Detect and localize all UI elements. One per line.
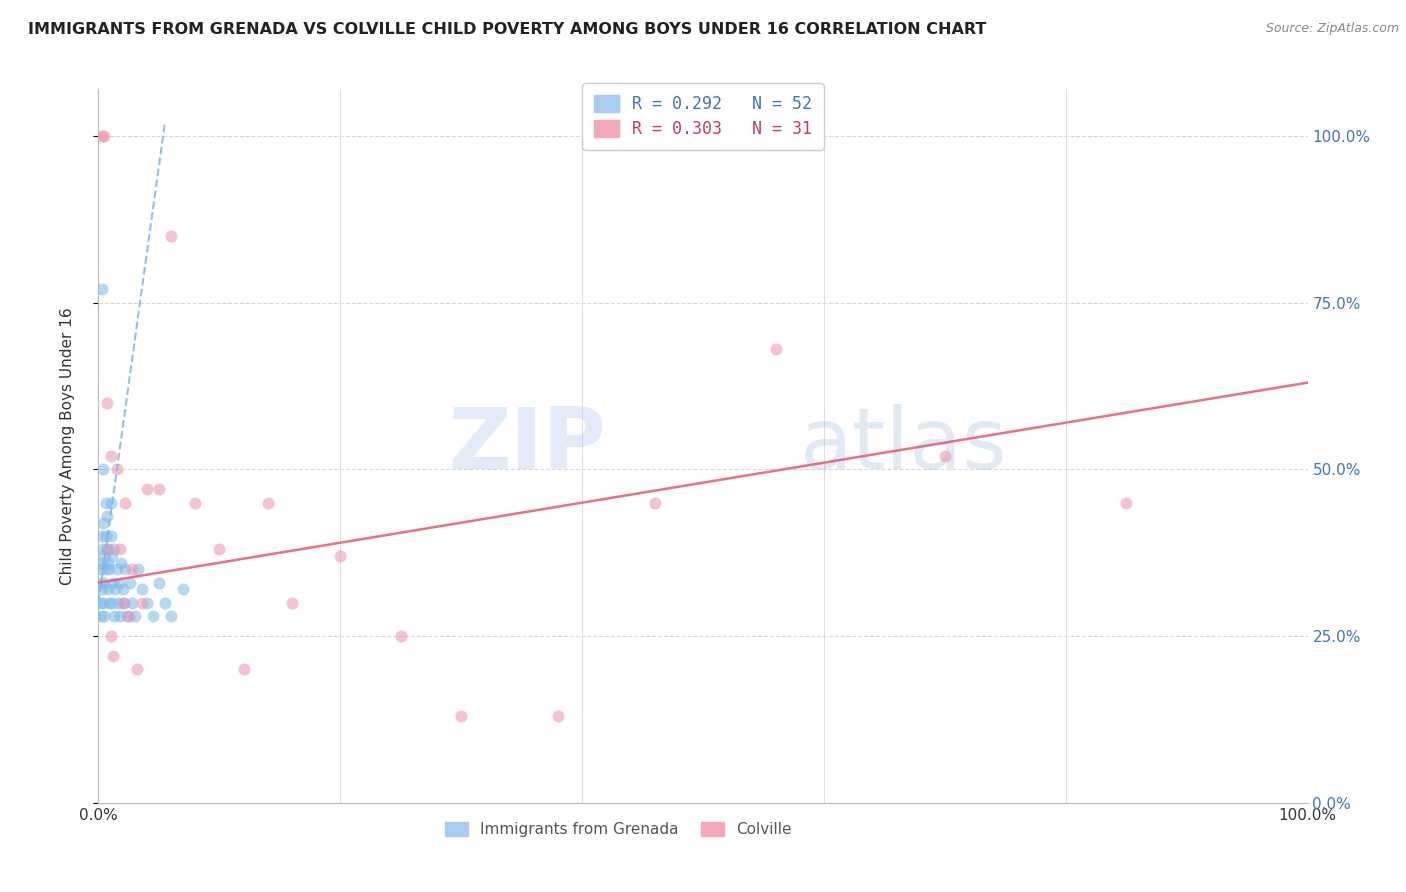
Point	[91, 596, 114, 610]
Point	[142, 609, 165, 624]
Point	[100, 549, 122, 563]
Point	[100, 596, 122, 610]
Point	[105, 462, 128, 476]
Point	[94, 496, 117, 510]
Point	[89, 596, 111, 610]
Point	[108, 542, 131, 557]
Point	[105, 562, 128, 576]
Point	[184, 496, 207, 510]
Point	[90, 562, 112, 576]
Point	[148, 483, 170, 497]
Point	[91, 529, 114, 543]
Point	[91, 542, 114, 557]
Point	[104, 582, 127, 597]
Point	[98, 596, 121, 610]
Point	[118, 609, 141, 624]
Point	[148, 575, 170, 590]
Point	[118, 575, 141, 590]
Point	[172, 582, 194, 597]
Point	[97, 556, 120, 570]
Point	[100, 629, 122, 643]
Point	[111, 596, 134, 610]
Point	[103, 609, 125, 624]
Point	[114, 562, 136, 576]
Point	[91, 582, 114, 597]
Point	[100, 449, 122, 463]
Point	[96, 395, 118, 409]
Point	[160, 609, 183, 624]
Point	[94, 529, 117, 543]
Point	[91, 128, 114, 143]
Point	[135, 596, 157, 610]
Point	[121, 596, 143, 610]
Point	[91, 462, 114, 476]
Point	[114, 496, 136, 510]
Point	[329, 549, 352, 563]
Point	[765, 343, 787, 357]
Point	[93, 549, 115, 563]
Point	[117, 609, 139, 624]
Point	[232, 662, 254, 676]
Point	[108, 609, 131, 624]
Point	[101, 575, 124, 590]
Point	[124, 609, 146, 624]
Point	[160, 228, 183, 243]
Point	[111, 582, 134, 597]
Point	[97, 582, 120, 597]
Point	[127, 662, 149, 676]
Point	[90, 609, 112, 624]
Point	[644, 496, 666, 510]
Point	[450, 709, 472, 723]
Y-axis label: Child Poverty Among Boys Under 16: Child Poverty Among Boys Under 16	[60, 307, 75, 585]
Point	[93, 609, 115, 624]
Point	[112, 596, 135, 610]
Point	[131, 596, 153, 610]
Point	[934, 449, 956, 463]
Text: atlas: atlas	[800, 404, 1008, 488]
Point	[121, 562, 143, 576]
Point	[98, 562, 121, 576]
Point	[127, 562, 149, 576]
Point	[107, 596, 129, 610]
Point	[96, 542, 118, 557]
Point	[91, 516, 114, 530]
Text: Source: ZipAtlas.com: Source: ZipAtlas.com	[1265, 22, 1399, 36]
Point	[131, 582, 153, 597]
Legend: Immigrants from Grenada, Colville: Immigrants from Grenada, Colville	[437, 814, 800, 845]
Point	[135, 483, 157, 497]
Point	[208, 542, 231, 557]
Point	[153, 596, 176, 610]
Point	[389, 629, 412, 643]
Point	[91, 556, 114, 570]
Point	[91, 282, 114, 296]
Point	[547, 709, 569, 723]
Text: ZIP: ZIP	[449, 404, 606, 488]
Point	[100, 529, 122, 543]
Point	[93, 575, 115, 590]
Text: IMMIGRANTS FROM GRENADA VS COLVILLE CHILD POVERTY AMONG BOYS UNDER 16 CORRELATIO: IMMIGRANTS FROM GRENADA VS COLVILLE CHIL…	[28, 22, 987, 37]
Point	[89, 575, 111, 590]
Point	[281, 596, 304, 610]
Point	[94, 562, 117, 576]
Point	[97, 542, 120, 557]
Point	[100, 496, 122, 510]
Point	[93, 128, 115, 143]
Point	[1115, 496, 1137, 510]
Point	[101, 649, 124, 664]
Point	[256, 496, 278, 510]
Point	[96, 509, 118, 524]
Point	[108, 575, 131, 590]
Point	[103, 542, 125, 557]
Point	[110, 556, 132, 570]
